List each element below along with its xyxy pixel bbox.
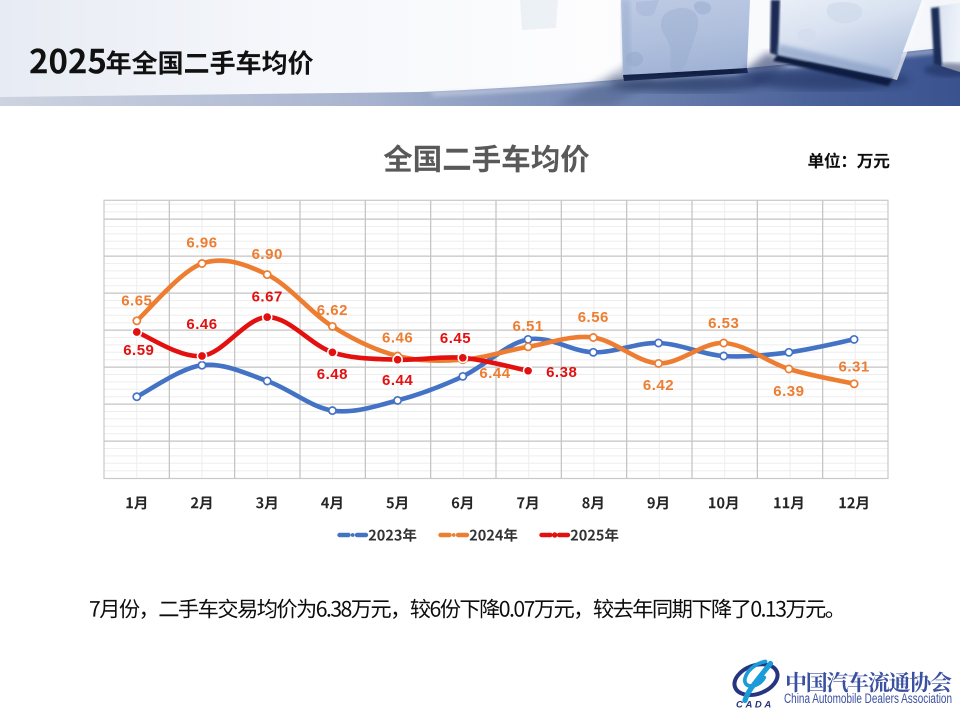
svg-text:6.46: 6.46 (186, 316, 217, 333)
svg-text:6.90: 6.90 (252, 246, 283, 263)
svg-text:6.62: 6.62 (317, 302, 348, 319)
svg-text:6.46: 6.46 (382, 330, 413, 347)
svg-text:6.44: 6.44 (382, 372, 413, 389)
svg-text:6.44: 6.44 (479, 365, 510, 382)
svg-text:6.96: 6.96 (186, 235, 217, 252)
svg-text:6.38: 6.38 (546, 364, 577, 381)
svg-text:6.53: 6.53 (708, 315, 739, 332)
svg-text:6.39: 6.39 (773, 383, 804, 400)
svg-text:6.65: 6.65 (121, 293, 152, 310)
svg-text:China Automobile Dealers Assoc: China Automobile Dealers Association (784, 691, 952, 706)
svg-text:CADA: CADA (736, 700, 774, 711)
svg-text:6.56: 6.56 (578, 309, 609, 326)
svg-text:6.45: 6.45 (440, 330, 471, 347)
svg-text:6.31: 6.31 (838, 358, 869, 375)
svg-text:6.67: 6.67 (252, 288, 283, 305)
svg-text:6.59: 6.59 (123, 342, 154, 359)
svg-text:6.42: 6.42 (643, 377, 674, 394)
svg-text:6.51: 6.51 (512, 318, 543, 335)
svg-text:6.48: 6.48 (317, 366, 348, 383)
